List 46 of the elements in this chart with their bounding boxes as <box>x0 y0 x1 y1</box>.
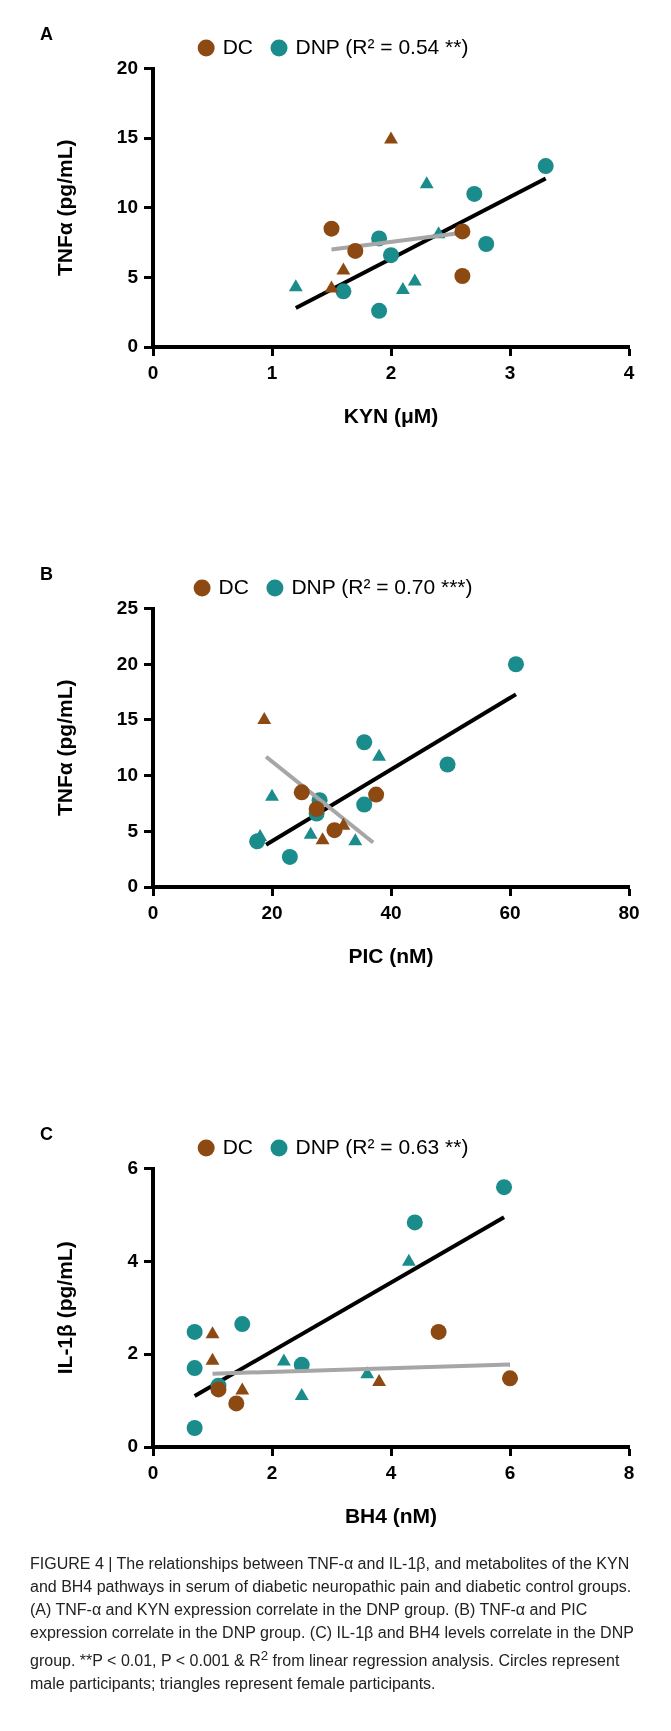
x-tick-label: 2 <box>266 1461 278 1483</box>
x-tick-label: 0 <box>147 1461 159 1483</box>
legend-label: DC <box>222 34 254 58</box>
legend-label: DNP (R² = 0.70 ***) <box>291 574 473 598</box>
y-tick-label: 20 <box>116 56 138 78</box>
x-axis-title: PIC (nM) <box>348 944 434 968</box>
caption: FIGURE 4 | The relationships between TNF-α and IL-1β, and metabolites of the KYN and BH4 pathways in serum of diabetic neuropathic pain and diabetic control groups. (A) TNF-α and KYN expression correlate in the DNP group. (B) TNF-α and PIC expression correlate in the DNP group. (C) IL-1β and BH4 levels correlate in the DNP group. **P < 0.01, P < 0.001 & R$^{2}$ from linear regression analysis. Circles represent male participants; triangles represent female participants. <box>30 1554 635 1695</box>
x-tick-label: 4 <box>385 1461 397 1483</box>
y-tick-label: 15 <box>116 708 139 730</box>
y-tick-label: 25 <box>116 596 139 618</box>
x-tick-label: 0 <box>147 361 159 383</box>
chart-title: B <box>40 563 53 584</box>
y-axis-title: IL-1β (pg/mL) <box>53 1241 77 1375</box>
y-tick-label: 0 <box>127 335 138 357</box>
x-tick-label: 1 <box>266 361 278 383</box>
y-axis-title: TNFα (pg/mL) <box>53 139 77 277</box>
y-tick-label: 0 <box>127 875 138 897</box>
y-tick-label: 15 <box>116 126 139 148</box>
y-axis-title: TNFα (pg/mL) <box>53 679 77 817</box>
chart-title: C <box>40 1123 53 1144</box>
x-axis-title: KYN (μM) <box>343 404 439 428</box>
x-tick-label: 6 <box>504 1461 516 1483</box>
y-tick-label: 10 <box>116 763 138 785</box>
legend-label: DC <box>222 1134 254 1158</box>
y-tick-label: 5 <box>127 265 139 287</box>
y-tick-label: 4 <box>127 1249 139 1271</box>
y-tick-label: 5 <box>127 819 139 841</box>
chart-title: A <box>40 23 53 44</box>
x-tick-label: 60 <box>499 901 521 923</box>
x-tick-label: 20 <box>261 901 283 923</box>
x-axis-title: BH4 (nM) <box>344 1504 438 1528</box>
x-tick-label: 4 <box>623 361 635 383</box>
y-tick-label: 2 <box>127 1342 138 1364</box>
y-tick-label: 20 <box>116 652 138 674</box>
x-tick-label: 8 <box>623 1461 635 1483</box>
legend-label: DNP (R² = 0.63 **) <box>295 1134 469 1158</box>
x-tick-label: 40 <box>380 901 402 923</box>
x-tick-label: 0 <box>147 901 159 923</box>
legend-label: DNP (R² = 0.54 **) <box>295 34 469 58</box>
y-tick-label: 0 <box>127 1435 138 1457</box>
y-tick-label: 6 <box>127 1156 138 1178</box>
legend-label: DC <box>218 574 249 598</box>
x-tick-label: 3 <box>504 361 516 383</box>
x-tick-label: 80 <box>618 901 640 923</box>
y-tick-label: 10 <box>116 196 138 218</box>
x-tick-label: 2 <box>385 361 397 383</box>
